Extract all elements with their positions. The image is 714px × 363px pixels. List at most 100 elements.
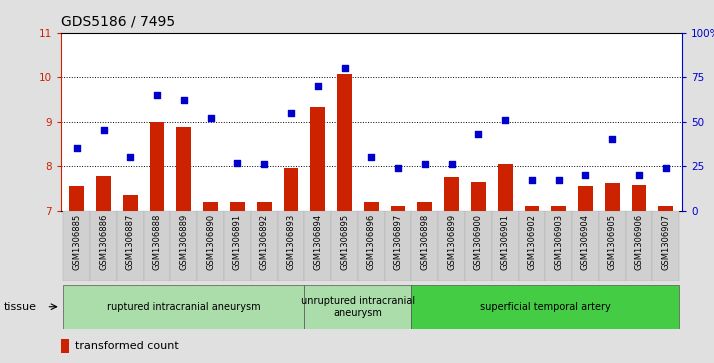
Bar [605,183,620,211]
Point [606,136,618,142]
Bar [411,285,679,329]
Text: GSM1306894: GSM1306894 [313,214,322,270]
Bar [465,211,492,281]
Bar [117,211,144,281]
Bar [144,211,171,281]
Bar [64,211,90,281]
Text: GSM1306892: GSM1306892 [260,214,268,270]
Bar [385,211,411,281]
Point [178,97,189,103]
Text: GSM1306888: GSM1306888 [153,214,161,270]
Text: GSM1306891: GSM1306891 [233,214,242,270]
Text: GSM1306897: GSM1306897 [393,214,403,270]
Bar [171,211,197,281]
Point [312,83,323,89]
Point [633,172,645,178]
Text: GSM1306889: GSM1306889 [179,214,188,270]
Point [258,162,270,167]
Point [419,162,431,167]
Text: GSM1306901: GSM1306901 [501,214,510,270]
Text: transformed count: transformed count [75,341,178,351]
Bar [203,201,218,211]
Point [231,160,243,166]
Bar [525,206,539,211]
Point [71,145,82,151]
Bar [518,211,545,281]
Bar [176,127,191,211]
Bar [337,74,352,211]
Text: GSM1306887: GSM1306887 [126,214,135,270]
Bar [632,185,646,211]
Point [205,115,216,121]
Bar [411,211,438,281]
Bar [498,164,513,211]
Text: GSM1306890: GSM1306890 [206,214,215,270]
Point [366,154,377,160]
Text: GSM1306907: GSM1306907 [661,214,670,270]
Bar [251,211,278,281]
Bar [492,211,518,281]
Point [124,154,136,160]
Text: GSM1306895: GSM1306895 [340,214,349,270]
Point [473,131,484,137]
Point [285,110,296,115]
Text: GSM1306899: GSM1306899 [447,214,456,270]
Bar [123,195,138,211]
Text: GSM1306898: GSM1306898 [421,214,429,270]
Bar [283,168,298,211]
Bar [311,107,325,211]
Bar [653,211,679,281]
Bar [257,201,271,211]
Text: tissue: tissue [4,302,36,312]
Bar [197,211,224,281]
Bar [331,211,358,281]
Text: GSM1306904: GSM1306904 [581,214,590,270]
Bar [391,206,406,211]
Bar [90,211,117,281]
Bar [224,211,251,281]
Bar [61,339,69,354]
Text: GSM1306906: GSM1306906 [635,214,643,270]
Point [580,172,591,178]
Bar [150,122,164,211]
Bar [230,201,245,211]
Bar [599,211,625,281]
Bar [418,201,432,211]
Bar [304,211,331,281]
Point [446,162,457,167]
Text: GDS5186 / 7495: GDS5186 / 7495 [61,15,175,29]
Text: ruptured intracranial aneurysm: ruptured intracranial aneurysm [107,302,261,312]
Bar [625,211,653,281]
Bar [438,211,465,281]
Text: GSM1306903: GSM1306903 [554,214,563,270]
Bar [364,201,378,211]
Bar [444,177,459,211]
Point [526,178,538,183]
Text: GSM1306886: GSM1306886 [99,214,108,270]
Bar [578,186,593,211]
Text: superficial temporal artery: superficial temporal artery [480,302,610,312]
Point [499,117,511,123]
Bar [471,182,486,211]
Bar [545,211,572,281]
Bar [96,176,111,211]
Bar [572,211,599,281]
Point [553,178,564,183]
Text: GSM1306905: GSM1306905 [608,214,617,270]
Bar [358,211,385,281]
Text: GSM1306902: GSM1306902 [528,214,536,270]
Bar [278,211,304,281]
Bar [551,206,566,211]
Bar [304,285,411,329]
Point [338,65,350,71]
Bar [69,186,84,211]
Point [151,92,163,98]
Point [392,165,403,171]
Text: unruptured intracranial
aneurysm: unruptured intracranial aneurysm [301,296,415,318]
Bar [658,206,673,211]
Text: GSM1306893: GSM1306893 [286,214,296,270]
Point [660,165,671,171]
Bar [64,285,304,329]
Point [98,128,109,134]
Text: GSM1306885: GSM1306885 [72,214,81,270]
